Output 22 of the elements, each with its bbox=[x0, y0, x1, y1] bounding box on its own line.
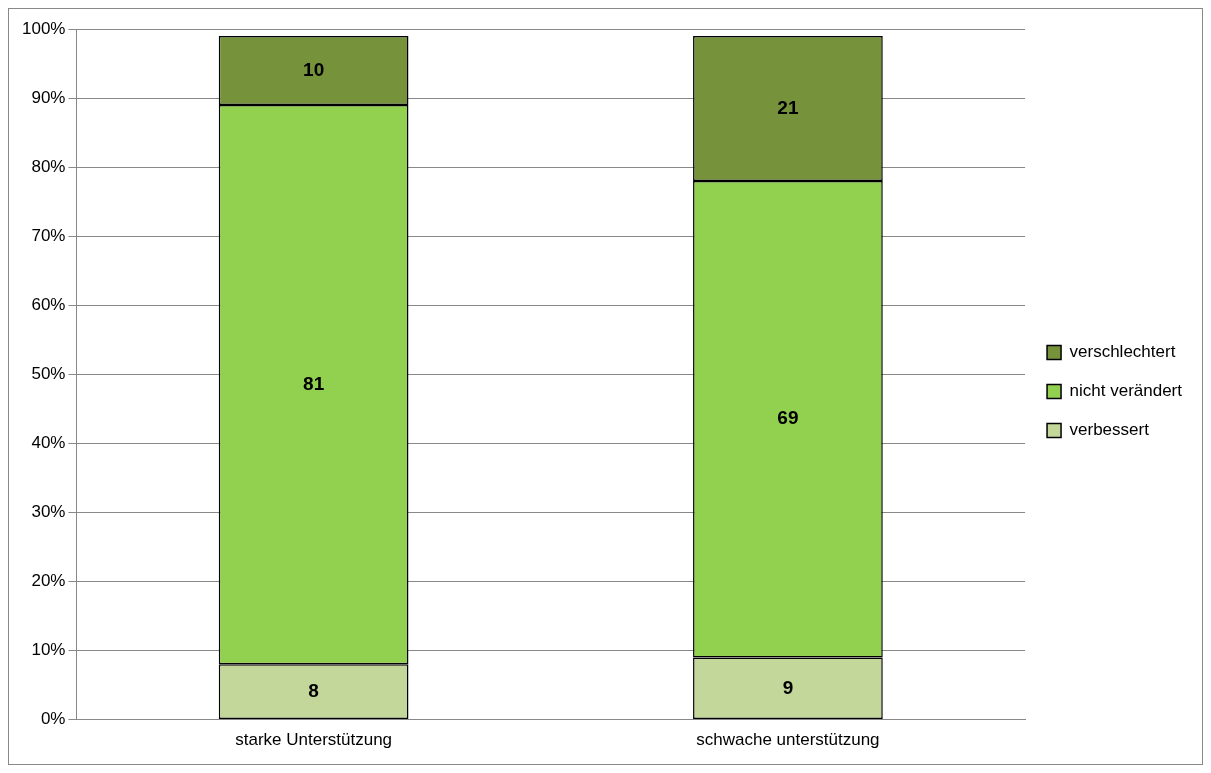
y-tick-label: 100% bbox=[22, 18, 66, 38]
x-tick-label: starke Unterstützung bbox=[235, 730, 393, 750]
data-label: 8 bbox=[308, 679, 319, 701]
y-tick-label: 70% bbox=[31, 225, 66, 245]
data-label: 81 bbox=[303, 372, 325, 394]
legend-label: nicht verändert bbox=[1069, 381, 1183, 401]
y-tick-label: 40% bbox=[31, 433, 66, 453]
data-label: 9 bbox=[782, 676, 794, 698]
y-tick-label: 30% bbox=[31, 502, 66, 522]
y-tick-label: 50% bbox=[31, 363, 66, 383]
y-tick-label: 20% bbox=[31, 571, 66, 591]
y-tick-label: 10% bbox=[31, 640, 66, 660]
y-tick-label: 90% bbox=[31, 87, 66, 107]
data-label: 21 bbox=[777, 96, 799, 118]
y-tick-label: 80% bbox=[31, 156, 66, 176]
legend-label: verbessert bbox=[1069, 420, 1150, 440]
x-tick-label: schwache unterstützung bbox=[696, 730, 880, 750]
y-tick-label: 0% bbox=[40, 709, 66, 729]
data-label: 10 bbox=[303, 58, 325, 80]
y-tick-label: 60% bbox=[31, 294, 66, 314]
legend-label: verschlechtert bbox=[1069, 342, 1176, 362]
data-label: 69 bbox=[777, 407, 799, 429]
